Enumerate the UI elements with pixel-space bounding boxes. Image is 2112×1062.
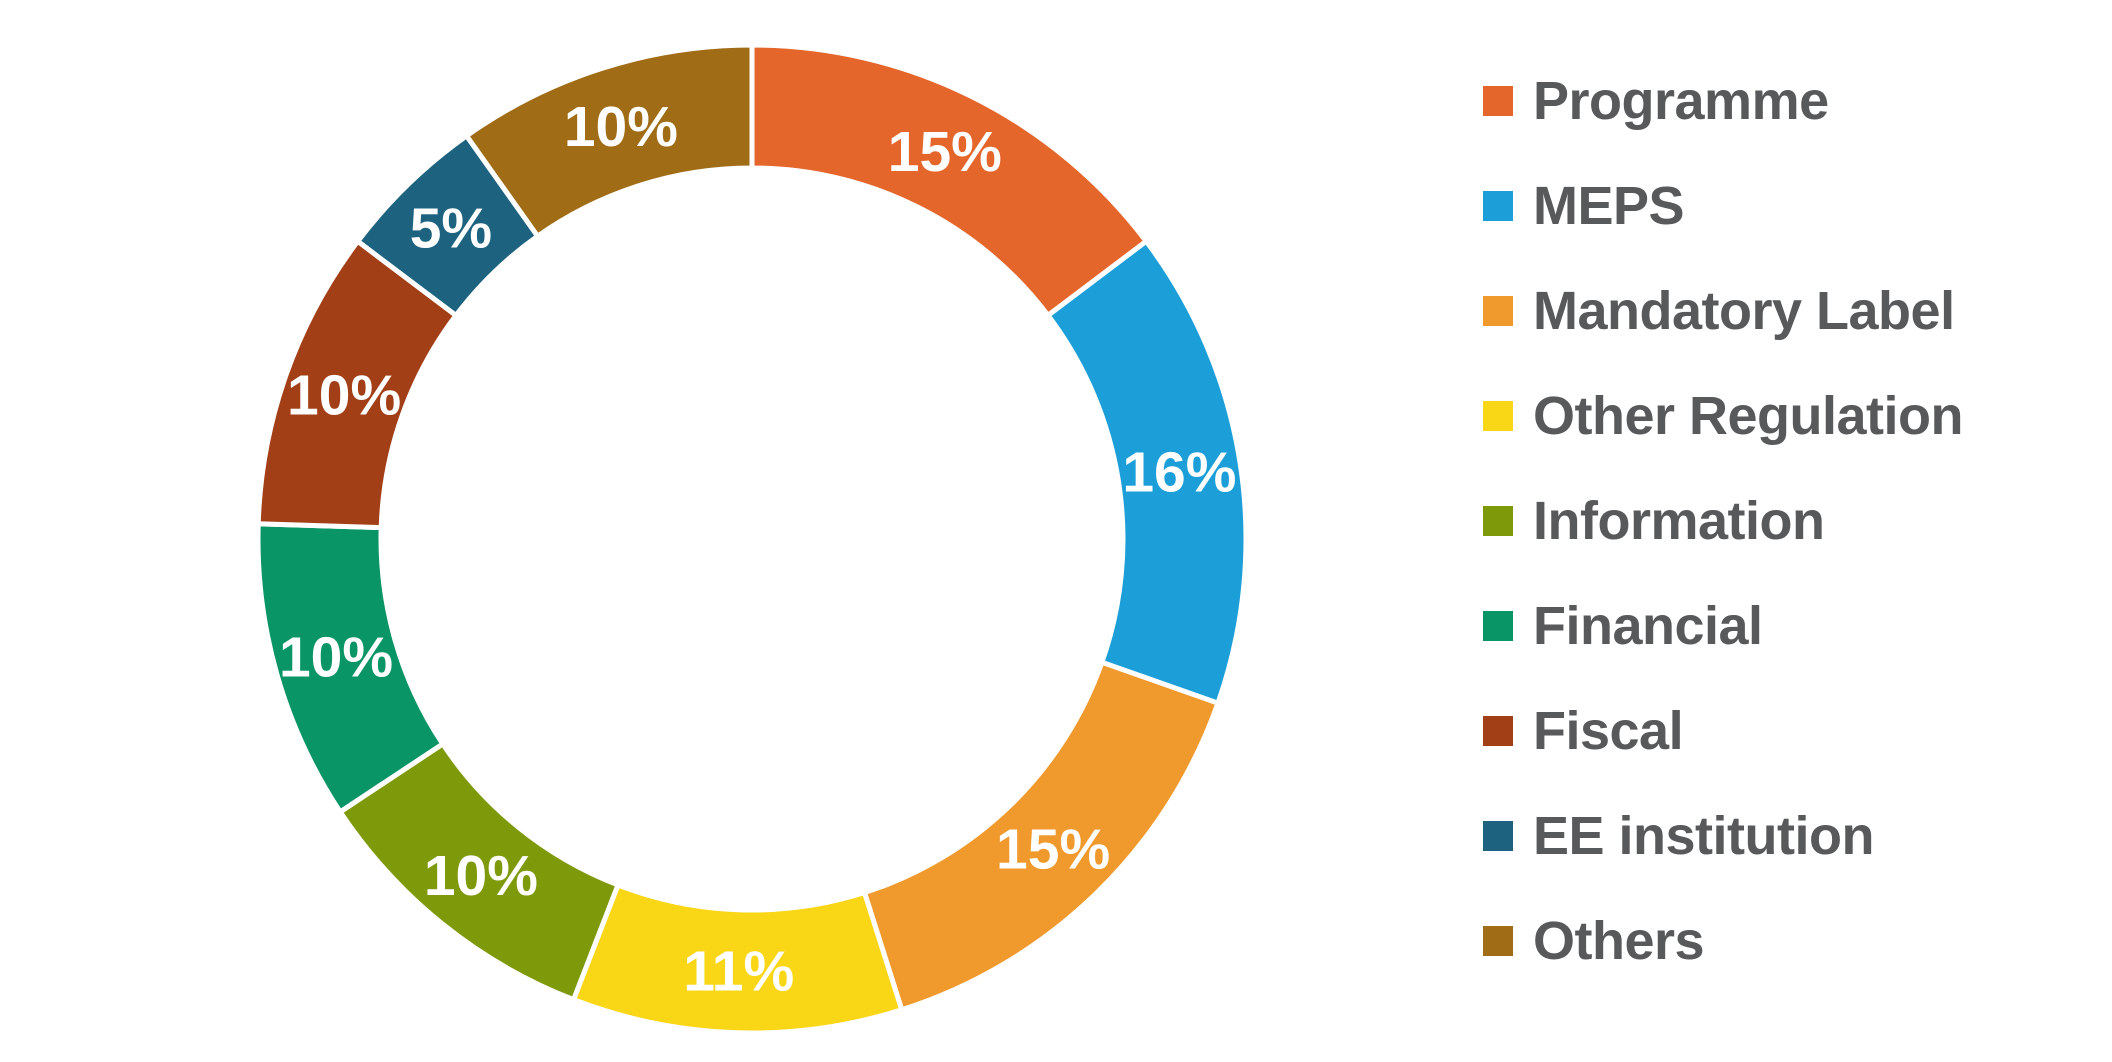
legend-swatch-icon [1483,716,1513,746]
legend-swatch-icon [1483,191,1513,221]
legend-item: Mandatory Label [1483,284,1963,338]
legend-item: Others [1483,914,1963,968]
legend-swatch-icon [1483,296,1513,326]
slice-percent-label: 10% [424,844,538,908]
legend-swatch-icon [1483,926,1513,956]
legend-label: Other Regulation [1533,386,1964,446]
legend-label: Financial [1533,596,1763,656]
legend-swatch-icon [1483,821,1513,851]
slice-percent-label: 5% [410,197,492,261]
slice-percent-label: 15% [996,818,1110,882]
slice-percent-label: 16% [1122,441,1236,505]
legend-label: EE institution [1533,806,1874,866]
legend-swatch-icon [1483,401,1513,431]
legend-label: Others [1533,911,1705,971]
slice-percent-label: 11% [683,939,794,1003]
legend-item: EE institution [1483,809,1963,863]
slice-percent-label: 10% [279,625,393,689]
legend-label: Mandatory Label [1533,281,1955,341]
slice-percent-label: 10% [564,95,678,159]
legend-item: Fiscal [1483,704,1963,758]
legend-item: Other Regulation [1483,386,1964,446]
slice-percent-label: 15% [888,120,1002,184]
pie-slice [463,42,755,240]
legend-item: MEPS [1483,179,1963,233]
slice-percent-label: 10% [287,363,401,427]
legend-item: Information [1483,494,1963,548]
legend-label: Information [1533,491,1825,551]
legend-label: MEPS [1533,176,1685,236]
legend-swatch-icon [1483,611,1513,641]
legend-item: Programme [1483,74,1963,128]
legend-swatch-icon [1483,86,1513,116]
legend: Programme MEPS Mandatory Label Other Reg… [1483,74,1964,968]
legend-label: Fiscal [1533,701,1684,761]
legend-label: Programme [1533,71,1829,131]
legend-swatch-icon [1483,506,1513,536]
legend-item: Financial [1483,599,1963,653]
